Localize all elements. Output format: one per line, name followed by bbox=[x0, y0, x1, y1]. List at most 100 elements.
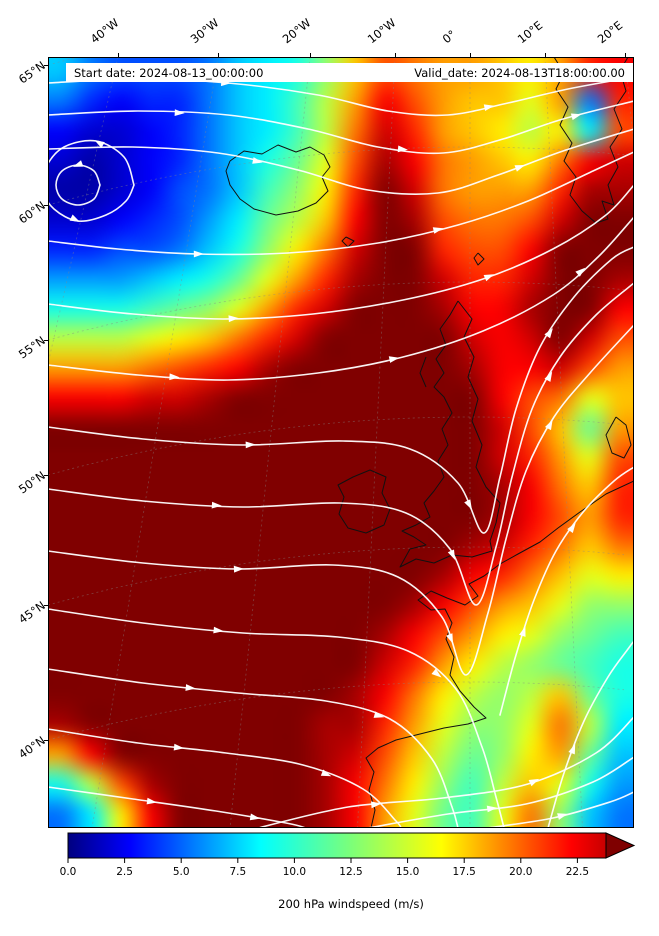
streamline bbox=[48, 184, 634, 320]
streamline-arrow-icon bbox=[211, 501, 222, 509]
streamline-arrow-icon bbox=[483, 104, 495, 111]
y-tick-mark bbox=[44, 205, 48, 206]
y-tick-mark bbox=[44, 605, 48, 606]
streamline-arrow-icon bbox=[432, 227, 444, 234]
streamline-arrow-icon bbox=[69, 214, 80, 222]
graticule-parallel bbox=[48, 681, 625, 741]
streamline-arrow-icon bbox=[169, 373, 180, 381]
streamline-arrow-icon bbox=[173, 743, 184, 751]
streamline-arrow-icon bbox=[72, 160, 84, 167]
streamline bbox=[48, 668, 459, 828]
windspeed-heatmap-canvas bbox=[48, 57, 634, 828]
x-tick-label: 0° bbox=[439, 27, 459, 47]
streamline-arrow-icon bbox=[213, 626, 224, 634]
streamline-arrow-icon bbox=[185, 684, 196, 691]
streamline-arrow-icon bbox=[174, 109, 185, 116]
x-tick-label: 10°E bbox=[514, 18, 546, 47]
streamline-arrow-icon bbox=[388, 356, 400, 363]
streamline-arrow-icon bbox=[447, 549, 456, 560]
date-banner: Start date: 2024-08-13_00:00:00 Valid_da… bbox=[66, 63, 633, 82]
y-tick-label: 60°N bbox=[15, 198, 48, 227]
streamline bbox=[547, 640, 634, 828]
coastline-continent bbox=[365, 480, 634, 828]
streamline bbox=[48, 728, 402, 828]
streamline-arrow-icon bbox=[514, 165, 526, 172]
colorbar-tick-label: 22.5 bbox=[565, 866, 590, 878]
graticule-meridian bbox=[229, 57, 311, 828]
streamline-arrow-icon bbox=[483, 274, 495, 282]
x-tick-mark bbox=[470, 53, 471, 57]
y-tick-label: 40°N bbox=[15, 733, 48, 762]
map-panel: Start date: 2024-08-13_00:00:00 Valid_da… bbox=[48, 57, 634, 828]
graticule-meridian bbox=[91, 57, 219, 828]
colorbar-tick-label: 10.0 bbox=[282, 866, 307, 878]
streamline bbox=[257, 716, 634, 828]
streamline-arrow-icon bbox=[567, 522, 576, 533]
streamline bbox=[48, 100, 634, 155]
valid-date-label: Valid_date: 2024-08-13T18:00:00.00 bbox=[414, 65, 625, 80]
colorbar-label: 200 hPa windspeed (m/s) bbox=[278, 897, 424, 911]
y-tick-mark bbox=[44, 740, 48, 741]
x-tick-mark bbox=[395, 53, 396, 57]
streamline-arrow-icon bbox=[320, 769, 332, 777]
y-tick-mark bbox=[44, 340, 48, 341]
graticule-parallel bbox=[48, 546, 625, 606]
graticule-meridian bbox=[624, 57, 634, 151]
streamline-arrow-icon bbox=[193, 250, 204, 258]
streamline bbox=[48, 608, 505, 828]
colorbar-tick-label: 20.0 bbox=[509, 866, 533, 878]
streamline-arrow-icon bbox=[545, 419, 553, 431]
streamline-arrow-icon bbox=[245, 441, 256, 449]
graticule-parallel bbox=[48, 146, 625, 206]
streamline-arrow-icon bbox=[146, 797, 157, 805]
streamline bbox=[55, 164, 101, 206]
colorbar-tick-label: 15.0 bbox=[395, 866, 420, 878]
colorbar-tick-label: 7.5 bbox=[229, 866, 247, 878]
streamline bbox=[48, 151, 634, 256]
streamline-arrow-icon bbox=[233, 565, 244, 573]
y-tick-mark bbox=[44, 65, 48, 66]
streamline bbox=[48, 786, 307, 828]
y-tick-label: 50°N bbox=[15, 468, 48, 497]
x-tick-label: 20°W bbox=[279, 15, 314, 47]
colorbar-tick-label: 0.0 bbox=[59, 866, 77, 878]
streamline-arrow-icon bbox=[94, 140, 105, 148]
y-tick-mark bbox=[44, 475, 48, 476]
streamline bbox=[48, 282, 634, 606]
coastline-norway bbox=[553, 57, 629, 224]
x-tick-mark bbox=[310, 53, 311, 57]
colorbar bbox=[67, 832, 636, 863]
x-tick-mark bbox=[545, 53, 546, 57]
graticule-meridian bbox=[544, 57, 583, 828]
start-date-label: Start date: 2024-08-13_00:00:00 bbox=[74, 65, 264, 80]
streamline bbox=[367, 756, 634, 828]
x-tick-mark bbox=[218, 53, 219, 57]
colorbar-tick-label: 12.5 bbox=[339, 866, 363, 878]
coastline-ireland bbox=[337, 469, 391, 534]
streamline-arrow-icon bbox=[519, 626, 526, 637]
streamline-arrow-icon bbox=[570, 113, 582, 121]
streamline-arrow-icon bbox=[431, 668, 442, 678]
streamline-arrow-icon bbox=[464, 499, 472, 510]
streamline bbox=[48, 128, 634, 195]
streamline-arrow-icon bbox=[249, 813, 261, 821]
streamline-arrow-icon bbox=[544, 328, 553, 339]
streamline-arrow-icon bbox=[373, 711, 385, 718]
coastline-iceland bbox=[225, 144, 331, 216]
x-tick-label: 30°W bbox=[187, 15, 222, 47]
x-tick-label: 40°W bbox=[87, 15, 122, 47]
colorbar-tick-label: 17.5 bbox=[452, 866, 476, 878]
colorbar-tick-label: 2.5 bbox=[116, 866, 133, 878]
streamline-arrow-icon bbox=[397, 145, 408, 153]
streamline bbox=[487, 791, 634, 828]
coastline-faroe bbox=[341, 236, 355, 248]
streamline-arrow-icon bbox=[575, 267, 586, 277]
streamline-arrow-icon bbox=[252, 157, 263, 164]
streamline bbox=[48, 139, 135, 222]
streamline-arrow-icon bbox=[568, 743, 576, 755]
streamline bbox=[48, 324, 634, 676]
y-tick-label: 55°N bbox=[15, 333, 48, 362]
streamline-arrow-icon bbox=[228, 315, 239, 323]
streamline bbox=[48, 246, 634, 534]
